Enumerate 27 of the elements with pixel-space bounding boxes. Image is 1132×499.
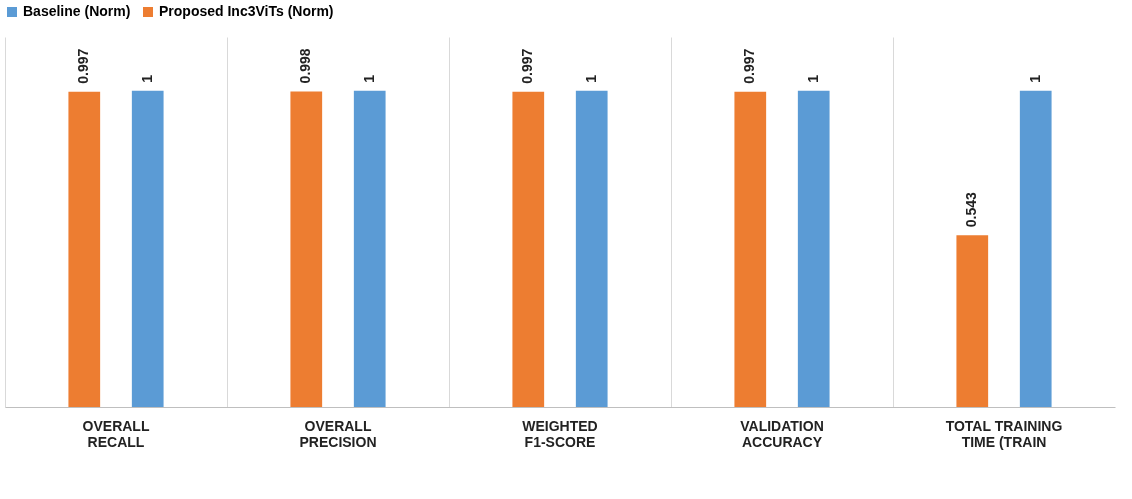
legend-label: Proposed Inc3ViTs (Norm) (159, 3, 334, 19)
data-label: 1 (138, 74, 155, 83)
x-tick-label: WEIGHTED F1-SCORE (522, 417, 598, 450)
data-label: 0.998 (297, 48, 314, 84)
bar (575, 90, 608, 407)
bar (797, 90, 830, 407)
x-tick-label: TOTAL TRAINING TIME (TRAIN (945, 417, 1063, 450)
data-label: 1 (1026, 74, 1043, 83)
bar (1019, 90, 1052, 407)
data-label: 0.997 (519, 48, 536, 84)
data-label: 1 (582, 74, 599, 83)
bar (956, 235, 989, 407)
legend-label: Baseline (Norm) (23, 3, 131, 19)
bar (68, 91, 101, 407)
data-label: 0.997 (741, 48, 758, 84)
bar (290, 91, 323, 407)
x-tick-label: VALIDATION ACCURACY (740, 417, 824, 450)
bar (512, 91, 545, 407)
bar (734, 91, 767, 407)
data-label: 1 (804, 74, 821, 83)
data-label: 0.997 (75, 48, 92, 84)
x-tick-label: OVERALL RECALL (82, 417, 150, 450)
bar (131, 90, 164, 407)
data-label: 1 (360, 74, 377, 83)
x-tick-label: OVERALL PRECISION (299, 417, 377, 450)
data-label: 0.543 (963, 192, 980, 228)
bar (353, 90, 386, 407)
